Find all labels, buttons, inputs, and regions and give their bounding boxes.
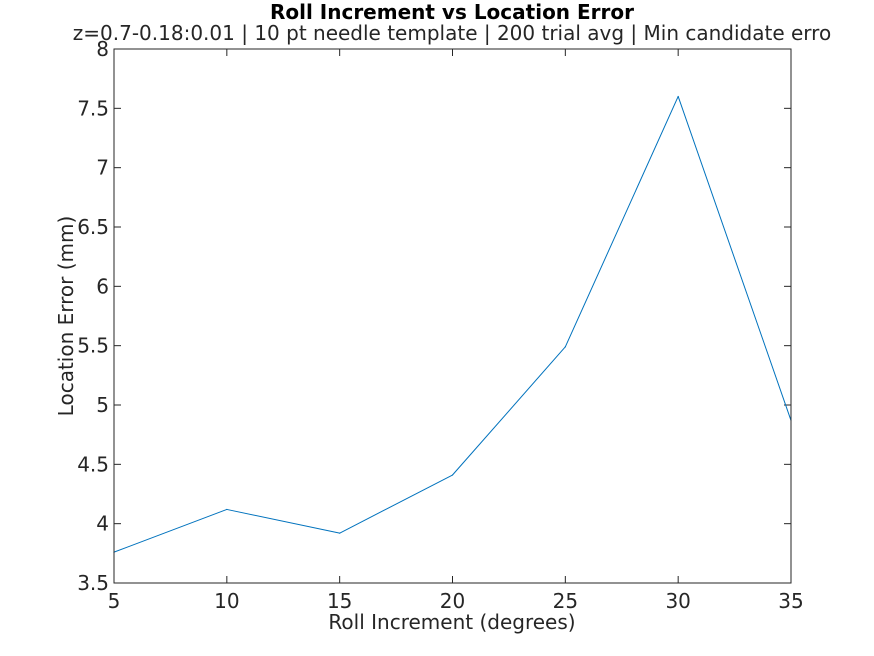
x-tick-label: 30 bbox=[665, 589, 690, 613]
y-tick-label: 6.5 bbox=[77, 215, 109, 239]
y-axis-label: Location Error (mm) bbox=[54, 216, 78, 417]
x-tick-label: 20 bbox=[440, 589, 465, 613]
data-point bbox=[564, 346, 566, 348]
y-tick-label: 7.5 bbox=[77, 96, 109, 120]
chart-subtitle: z=0.7-0.18:0.01 | 10 pt needle template … bbox=[73, 21, 831, 45]
x-tick-label: 15 bbox=[327, 589, 352, 613]
y-tick-label: 8 bbox=[96, 37, 109, 61]
y-tick-label: 5.5 bbox=[77, 334, 109, 358]
x-axis-label: Roll Increment (degrees) bbox=[328, 610, 575, 634]
x-tick-label: 10 bbox=[214, 589, 239, 613]
data-point bbox=[226, 508, 228, 511]
y-tick-label: 7 bbox=[96, 156, 109, 180]
y-tick-label: 4.5 bbox=[77, 452, 109, 476]
x-tick-label: 5 bbox=[108, 589, 121, 613]
axes-box bbox=[113, 48, 792, 584]
x-tick-label: 25 bbox=[553, 589, 578, 613]
y-tick-label: 3.5 bbox=[77, 571, 109, 595]
chart-title: Roll Increment vs Location Error bbox=[270, 0, 634, 24]
data-point bbox=[339, 532, 341, 534]
x-tick-label: 35 bbox=[778, 589, 803, 613]
plot-area bbox=[114, 49, 791, 583]
y-tick-label: 6 bbox=[96, 274, 109, 298]
data-point bbox=[451, 474, 454, 476]
y-tick-label: 4 bbox=[96, 512, 109, 536]
data-point bbox=[677, 95, 679, 98]
y-tick-label: 5 bbox=[96, 393, 109, 417]
tick-labels: 5 10 15 20 25 30 35 3.5 4 4.5 5 5.5 6 6.5 7 7.5 8 bbox=[77, 37, 804, 613]
